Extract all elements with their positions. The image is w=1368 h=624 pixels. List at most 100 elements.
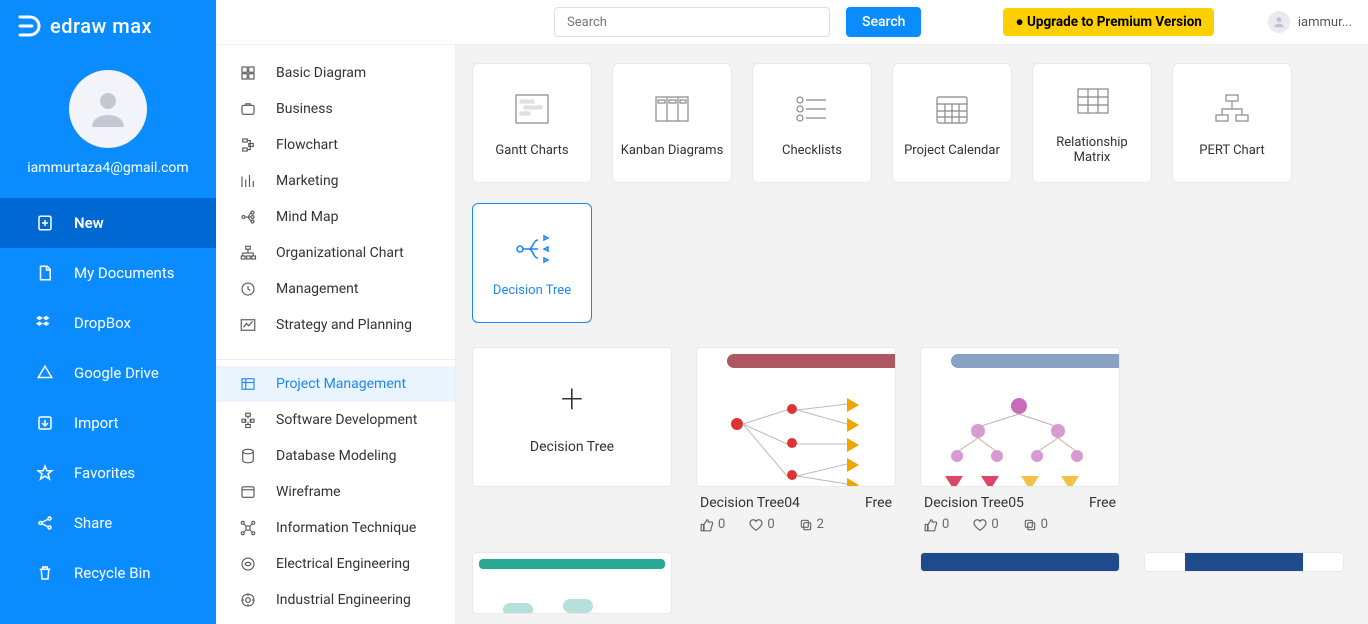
- diagram-type-label: Gantt Charts: [495, 143, 568, 158]
- category-item[interactable]: Database Modeling: [216, 438, 455, 474]
- nav-item-share[interactable]: Share: [0, 498, 216, 548]
- nav-label: Share: [74, 514, 112, 532]
- category-item[interactable]: Information Technique: [216, 510, 455, 546]
- category-item[interactable]: Organizational Chart: [216, 235, 455, 271]
- nav-label: My Documents: [74, 264, 174, 282]
- category-icon: [238, 171, 258, 191]
- user-short-name: iammur...: [1298, 15, 1352, 30]
- app-logo: edraw max: [0, 0, 216, 52]
- nav-label: Google Drive: [74, 364, 159, 382]
- category-item[interactable]: Flowchart: [216, 127, 455, 163]
- diagram-type-card[interactable]: Checklists: [752, 63, 872, 183]
- doc-icon: [36, 264, 54, 282]
- template-copies[interactable]: 0: [1023, 517, 1048, 532]
- category-icon: [238, 446, 258, 466]
- dropbox-icon: [36, 314, 54, 332]
- search-button[interactable]: Search: [846, 7, 921, 37]
- template-thumb[interactable]: [1144, 552, 1344, 572]
- nav-item-dropbox[interactable]: DropBox: [0, 298, 216, 348]
- plus-file-icon: [36, 214, 54, 232]
- avatar-icon[interactable]: [69, 70, 147, 148]
- diagram-type-label: PERT Chart: [1199, 143, 1265, 158]
- category-icon: [238, 590, 258, 610]
- category-item[interactable]: Basic Diagram: [216, 55, 455, 91]
- template-thumb[interactable]: [920, 552, 1120, 572]
- diagram-type-icon: [509, 89, 555, 129]
- category-label: Wireframe: [276, 484, 341, 500]
- nav-label: Recycle Bin: [74, 564, 151, 582]
- diagram-type-icon: [1209, 89, 1255, 129]
- category-item[interactable]: Project Management: [216, 366, 455, 402]
- category-label: Project Management: [276, 376, 406, 392]
- avatar-small-icon: [1268, 11, 1290, 33]
- user-menu[interactable]: iammur...: [1268, 11, 1352, 33]
- profile-block: iammurtaza4@gmail.com: [0, 52, 216, 198]
- template-card: Decision Tree05Free 0 0 0: [920, 347, 1120, 534]
- topbar: Search ● Upgrade to Premium Version iamm…: [216, 0, 1368, 45]
- diagram-type-icon: [509, 229, 555, 269]
- diagram-type-card[interactable]: PERT Chart: [1172, 63, 1292, 183]
- category-icon: [238, 315, 258, 335]
- diagram-type-label: Checklists: [782, 143, 842, 158]
- category-icon: [238, 243, 258, 263]
- template-title: Decision Tree04: [700, 495, 800, 511]
- diagram-type-card[interactable]: Relationship Matrix: [1032, 63, 1152, 183]
- category-label: Information Technique: [276, 520, 416, 536]
- category-label: Marketing: [276, 173, 339, 189]
- nav-label: DropBox: [74, 314, 131, 332]
- nav-item-import[interactable]: Import: [0, 398, 216, 448]
- category-item[interactable]: Software Development: [216, 402, 455, 438]
- upgrade-button[interactable]: ● Upgrade to Premium Version: [1003, 8, 1213, 36]
- template-price: Free: [865, 495, 892, 511]
- template-thumb[interactable]: [920, 347, 1120, 487]
- diagram-type-icon: [789, 89, 835, 129]
- diagram-type-card[interactable]: Project Calendar: [892, 63, 1012, 183]
- nav-item-gdrive[interactable]: Google Drive: [0, 348, 216, 398]
- category-label: Strategy and Planning: [276, 317, 412, 333]
- category-label: Database Modeling: [276, 448, 397, 464]
- category-label: Software Development: [276, 412, 417, 428]
- search-input[interactable]: [554, 7, 830, 37]
- primary-sidebar: edraw max iammurtaza4@gmail.com New My Do…: [0, 0, 216, 624]
- template-copies[interactable]: 2: [799, 517, 824, 532]
- template-favs[interactable]: 0: [973, 517, 998, 532]
- app-name: edraw max: [50, 14, 152, 38]
- category-icon: [238, 135, 258, 155]
- template-favs[interactable]: 0: [749, 517, 774, 532]
- nav-label: New: [74, 214, 104, 232]
- category-item[interactable]: Marketing: [216, 163, 455, 199]
- category-item[interactable]: Strategy and Planning: [216, 307, 455, 343]
- diagram-type-label: Decision Tree: [493, 283, 571, 298]
- diagram-type-row: Gantt Charts Kanban Diagrams Checklists Pro…: [472, 63, 1352, 323]
- template-thumb[interactable]: [472, 552, 672, 614]
- template-likes[interactable]: 0: [924, 517, 949, 532]
- nav-item-new[interactable]: New: [0, 198, 216, 248]
- diagram-type-card[interactable]: Decision Tree: [472, 203, 592, 323]
- category-icon: [238, 279, 258, 299]
- template-likes[interactable]: 0: [700, 517, 725, 532]
- category-label: Electrical Engineering: [276, 556, 410, 572]
- nav-label: Import: [74, 414, 119, 432]
- category-icon: [238, 410, 258, 430]
- category-item[interactable]: Mind Map: [216, 199, 455, 235]
- category-item[interactable]: Electrical Engineering: [216, 546, 455, 582]
- category-item[interactable]: Business: [216, 91, 455, 127]
- diagram-type-card[interactable]: Kanban Diagrams: [612, 63, 732, 183]
- nav-item-favorites[interactable]: Favorites: [0, 448, 216, 498]
- diagram-type-card[interactable]: Gantt Charts: [472, 63, 592, 183]
- category-item[interactable]: Wireframe: [216, 474, 455, 510]
- category-item[interactable]: Management: [216, 271, 455, 307]
- nav-item-mydocs[interactable]: My Documents: [0, 248, 216, 298]
- category-item[interactable]: Industrial Engineering: [216, 582, 455, 618]
- template-title: Decision Tree05: [924, 495, 1024, 511]
- template-blank[interactable]: +Decision Tree: [472, 347, 672, 487]
- template-card: Decision Tree04 Free 0 0 2: [696, 347, 896, 534]
- category-icon: [238, 207, 258, 227]
- category-icon: [238, 374, 258, 394]
- nav-label: Favorites: [74, 464, 135, 482]
- nav-item-recycle[interactable]: Recycle Bin: [0, 548, 216, 598]
- import-icon: [36, 414, 54, 432]
- template-thumb[interactable]: [696, 347, 896, 487]
- category-label: Organizational Chart: [276, 245, 404, 261]
- primary-nav: New My Documents DropBox Google Drive Import…: [0, 198, 216, 598]
